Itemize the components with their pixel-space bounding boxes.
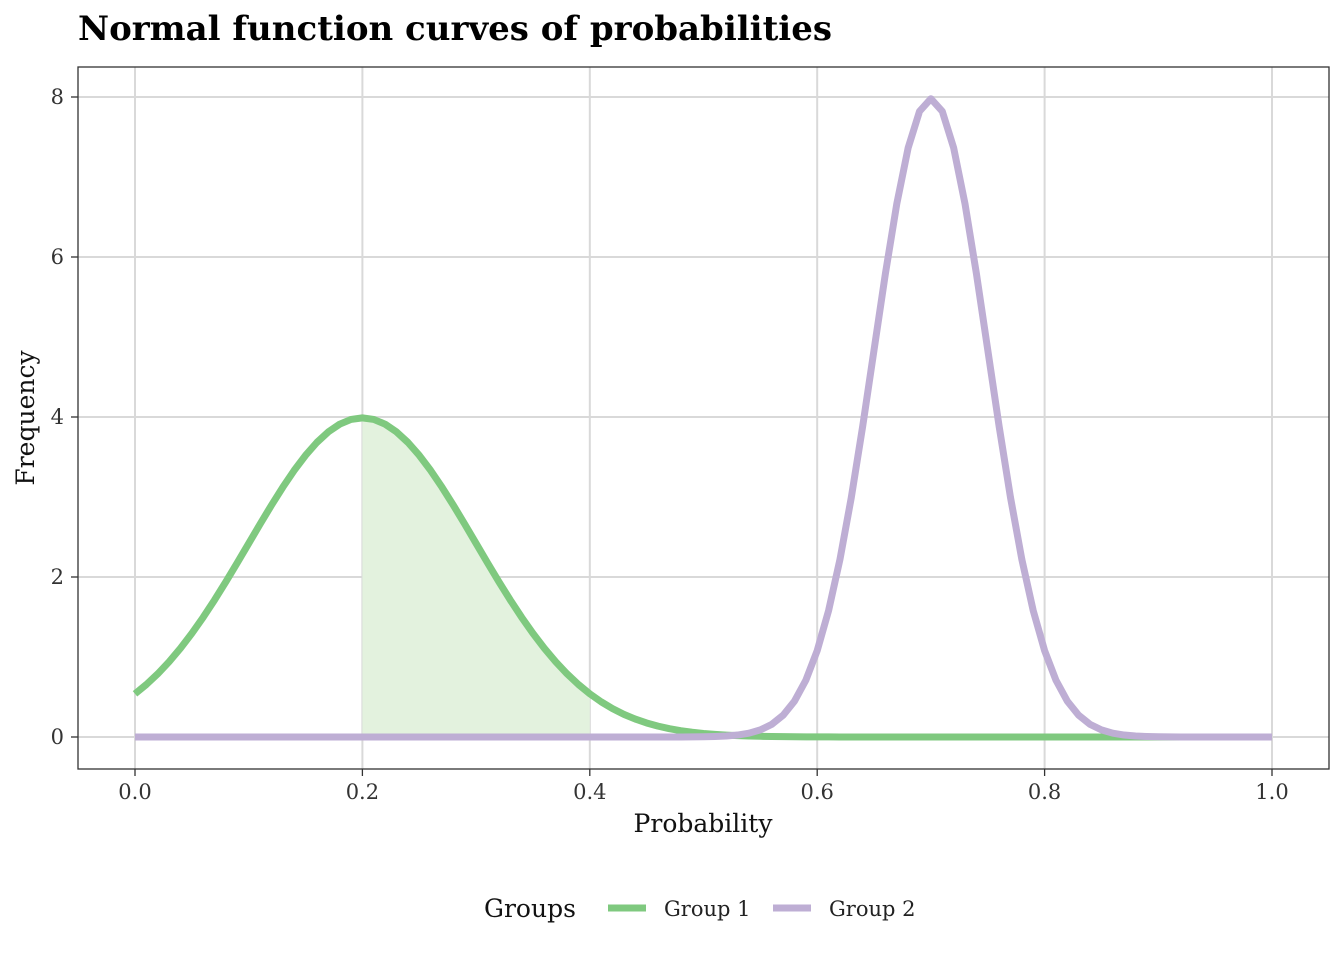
x-tick-label: 0.6 [800, 780, 833, 804]
legend: Groups Group 1 Group 2 [484, 894, 915, 923]
y-tick-label: 2 [51, 565, 64, 589]
shaded-area-group [362, 417, 590, 737]
legend-title: Groups [484, 894, 576, 923]
y-tick-label: 0 [51, 725, 64, 749]
x-axis-ticks: 0.0 0.2 0.4 0.6 0.8 1.0 [118, 769, 1289, 804]
y-tick-label: 8 [51, 85, 64, 109]
legend-label-2: Group 2 [829, 897, 915, 921]
legend-label-1: Group 1 [664, 897, 750, 921]
x-tick-label: 0.2 [346, 780, 379, 804]
x-tick-label: 1.0 [1255, 780, 1288, 804]
series-lines [132, 95, 1272, 741]
x-tick-label: 0.8 [1028, 780, 1061, 804]
grid [78, 67, 1329, 769]
x-axis-label: Probability [634, 809, 774, 838]
series-line-2 [135, 95, 1272, 741]
plot-panel-border [77, 66, 1330, 770]
y-tick-label: 4 [51, 405, 64, 429]
y-axis-ticks: 0 2 4 6 8 [51, 85, 78, 749]
shaded-area [362, 417, 590, 737]
x-tick-label: 0.0 [118, 780, 151, 804]
y-tick-label: 6 [51, 245, 64, 269]
chart-title: Normal function curves of probabilities [78, 9, 832, 49]
y-axis-label: Frequency [11, 350, 40, 486]
x-tick-label: 0.4 [573, 780, 606, 804]
